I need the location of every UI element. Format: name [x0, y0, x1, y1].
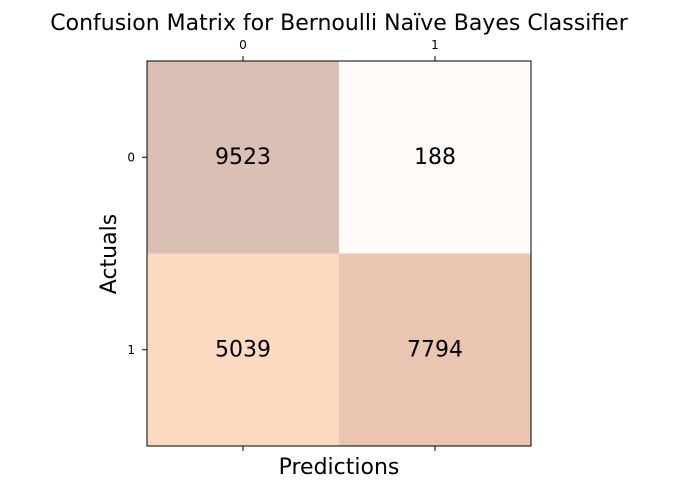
heatmap-cells: 9523 188 5039 7794 [147, 61, 531, 446]
y-axis-label: Actuals [97, 214, 122, 294]
y-tick-label-0: 0 [127, 150, 135, 164]
cell-value-label-1-1: 7794 [407, 337, 463, 362]
heatmap-cell-1-0 [147, 253, 339, 446]
x-tick-label-0: 0 [239, 38, 247, 52]
heatmap-cell-1-1 [339, 253, 531, 446]
x-tick-label-1: 1 [431, 38, 439, 52]
cell-value-label-0-0: 9523 [215, 145, 271, 170]
axis-ticks: 0 1 0 1 [127, 38, 439, 451]
heatmap-cell-0-0 [147, 61, 339, 254]
chart-title: Confusion Matrix for Bernoulli Naïve Bay… [50, 11, 628, 36]
cell-value-label-1-0: 5039 [215, 337, 271, 362]
y-tick-label-1: 1 [127, 343, 135, 357]
x-axis-label: Predictions [279, 455, 400, 480]
plot-frame [146, 60, 532, 447]
cell-value-label-0-1: 188 [414, 145, 456, 170]
heatmap-cell-0-1 [339, 61, 531, 254]
